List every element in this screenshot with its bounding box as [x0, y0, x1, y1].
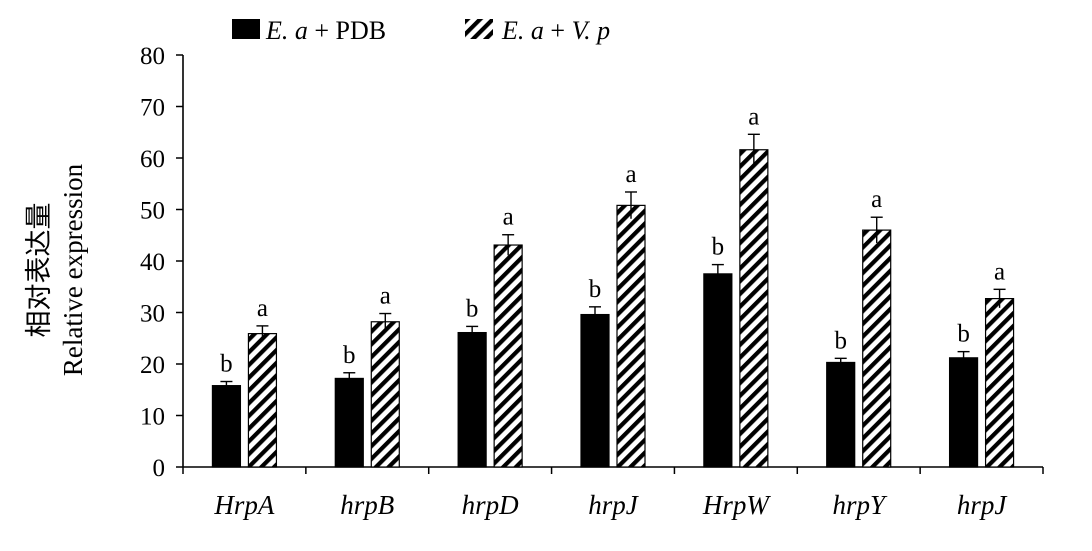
bar-vp [739, 149, 769, 468]
bar-vp [862, 229, 892, 468]
y-axis-title-cn: 相对表达量 [24, 203, 54, 338]
y-tick-label: 10 [140, 404, 165, 431]
significance-label: a [871, 186, 882, 213]
x-category-label: hrpJ [957, 490, 1009, 520]
y-axis-title: 相对表达量 Relative expression [24, 163, 88, 376]
significance-label: b [957, 321, 970, 348]
legend-label-series-1: E. a + PDB [265, 16, 386, 45]
significance-label: a [257, 295, 268, 322]
y-tick-label: 30 [140, 301, 165, 328]
significance-label: a [748, 103, 759, 130]
y-tick-label: 40 [140, 249, 165, 276]
bar-pdb [580, 313, 610, 468]
bar-vp [493, 244, 523, 468]
y-tick-label: 20 [140, 352, 165, 379]
bar-vp [984, 297, 1015, 468]
significance-label: a [994, 258, 1005, 285]
bar-vp [616, 204, 646, 468]
significance-label: a [503, 204, 514, 231]
y-tick-label: 50 [140, 198, 165, 225]
axes: 0 10 20 30 40 50 60 70 80 HrpA hrpB hrpD hrpJ HrpW hrp… [140, 43, 1044, 520]
significance-label: b [712, 234, 725, 261]
bar-pdb [211, 385, 242, 468]
x-category-label: HrpA [213, 490, 275, 520]
significance-label: b [343, 342, 356, 369]
significance-label: b [466, 295, 479, 322]
legend: E. a + PDB E. a + V. p [232, 16, 610, 45]
x-category-label: HrpW [702, 490, 772, 520]
legend-swatch-solid [232, 19, 260, 39]
significance-label: b [220, 351, 233, 378]
legend-label-series-2: E. a + V. p [501, 16, 610, 45]
bar-pdb [826, 361, 856, 468]
bar-pdb [457, 331, 487, 468]
y-tick-label: 70 [140, 95, 165, 122]
bar-pdb [334, 377, 364, 468]
x-category-label: hrpJ [588, 490, 640, 520]
x-category-label: hrpB [340, 490, 394, 520]
significance-label: b [834, 327, 847, 354]
y-axis-title-en: Relative expression [58, 163, 88, 376]
x-category-label: hrpD [462, 490, 520, 520]
x-category-label: hrpY [832, 490, 888, 520]
significance-label: a [625, 161, 636, 188]
bar-vp [247, 333, 278, 468]
bar-pdb [948, 357, 979, 468]
significance-label: b [589, 276, 602, 303]
bar-vp [370, 321, 400, 468]
bars: b a b a b a b a b a b a b a [211, 103, 1015, 468]
legend-swatch-hatched [465, 19, 493, 39]
bar-pdb [703, 273, 733, 468]
y-tick-label: 0 [153, 455, 166, 482]
y-tick-label: 80 [140, 43, 165, 70]
y-tick-label: 60 [140, 146, 165, 173]
significance-label: a [380, 283, 391, 310]
